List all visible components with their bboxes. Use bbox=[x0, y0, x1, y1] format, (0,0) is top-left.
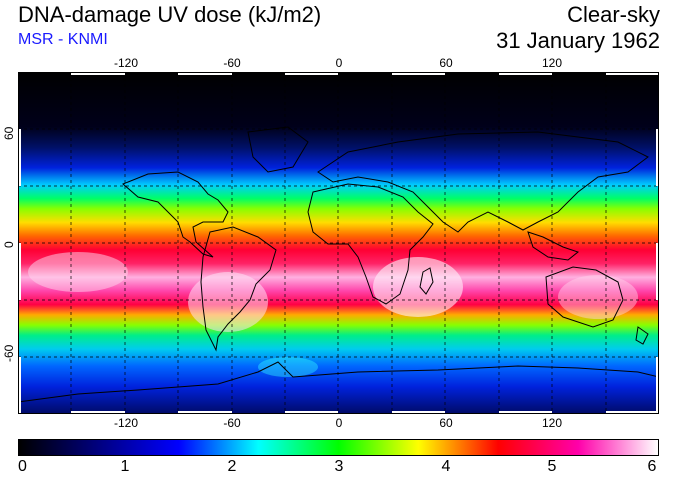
lat-tick-left: 0 bbox=[2, 241, 16, 248]
dose-patch bbox=[558, 275, 638, 319]
africa-outline bbox=[307, 183, 434, 305]
source-label: MSR - KNMI bbox=[18, 31, 108, 48]
gridlines bbox=[18, 72, 659, 414]
colorbar-tick: 2 bbox=[227, 458, 237, 475]
dose-patch bbox=[188, 272, 268, 332]
map-frame-bars bbox=[18, 72, 659, 414]
lon-tick-top: 60 bbox=[439, 56, 453, 70]
date-label: 31 January 1962 bbox=[496, 28, 660, 53]
colorbar-tick: 1 bbox=[120, 458, 130, 475]
lon-tick-bottom: 120 bbox=[541, 416, 563, 430]
lon-tick-bottom: 60 bbox=[439, 416, 453, 430]
eurasia-outline bbox=[317, 131, 649, 233]
colorbar-tick: 4 bbox=[441, 458, 451, 475]
uv-dose-map bbox=[18, 72, 659, 414]
new-zealand-outline bbox=[635, 326, 649, 345]
lon-tick-bottom: -60 bbox=[223, 416, 241, 430]
lon-tick-top: -60 bbox=[223, 56, 241, 70]
southeast-asia-outline bbox=[527, 231, 580, 261]
lon-tick-top: -120 bbox=[113, 56, 139, 70]
north-america-outline bbox=[122, 171, 229, 258]
map-title: DNA-damage UV dose (kJ/m2) bbox=[18, 2, 322, 27]
australia-outline bbox=[545, 266, 624, 328]
lon-tick-top: 120 bbox=[541, 56, 563, 70]
colorbar bbox=[18, 439, 659, 456]
colorbar-tick: 5 bbox=[547, 458, 557, 475]
colorbar-tick: 3 bbox=[334, 458, 344, 475]
lat-tick-left: 60 bbox=[2, 126, 16, 140]
antarctica-outline bbox=[18, 361, 659, 403]
dose-patch bbox=[373, 257, 463, 317]
lon-tick-bottom: 0 bbox=[335, 416, 343, 430]
map-border bbox=[18, 72, 659, 414]
colorbar-tick: 0 bbox=[18, 458, 27, 475]
map-canvas bbox=[18, 72, 659, 414]
lon-tick-bottom: -120 bbox=[113, 416, 139, 430]
colorbar-tick: 6 bbox=[647, 458, 657, 475]
dose-patch bbox=[258, 357, 318, 377]
condition-label: Clear-sky bbox=[567, 2, 660, 27]
coastlines bbox=[18, 126, 659, 403]
dose-patch bbox=[28, 252, 128, 292]
lon-tick-top: 0 bbox=[335, 56, 343, 70]
south-america-outline bbox=[200, 226, 277, 352]
madagascar-outline bbox=[419, 267, 434, 295]
lat-tick-left: -60 bbox=[2, 344, 16, 362]
greenland-outline bbox=[247, 126, 309, 173]
